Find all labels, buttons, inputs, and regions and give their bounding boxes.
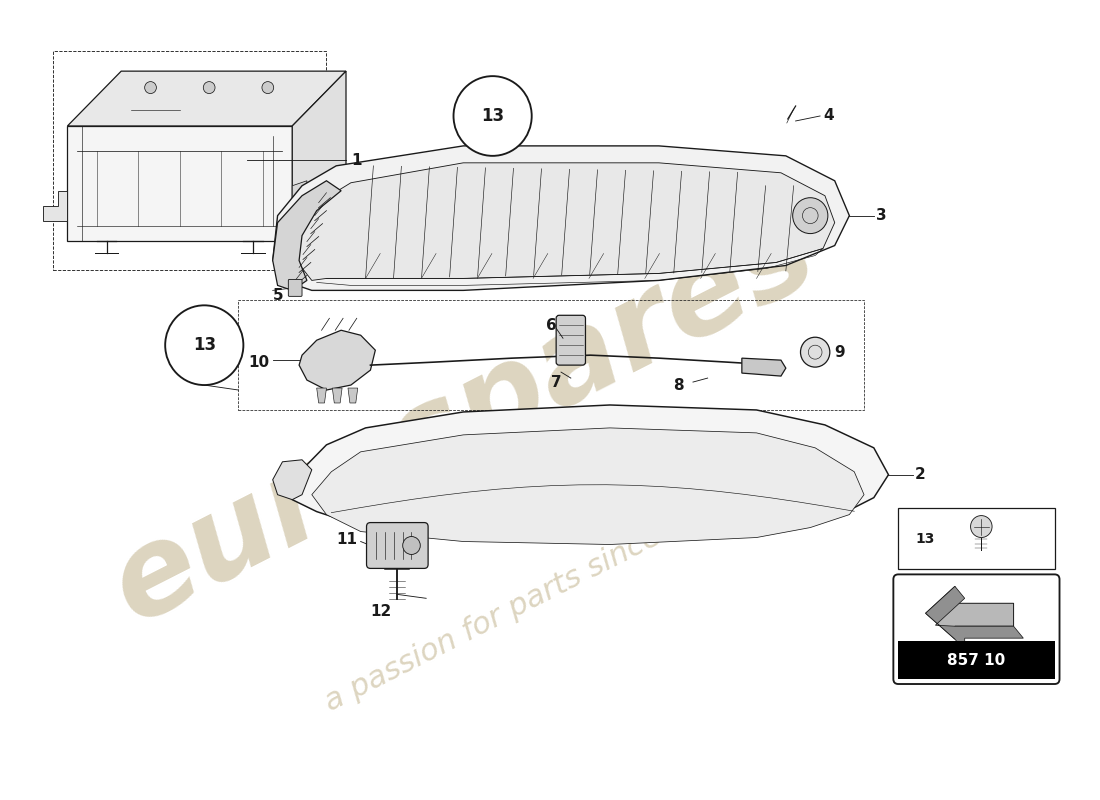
FancyBboxPatch shape (899, 641, 1055, 679)
Circle shape (403, 537, 420, 554)
Text: a passion for parts since 1985: a passion for parts since 1985 (320, 482, 744, 717)
Polygon shape (293, 163, 835, 281)
FancyBboxPatch shape (288, 279, 302, 296)
Polygon shape (273, 460, 311, 500)
Text: 6: 6 (547, 318, 557, 333)
Text: 3: 3 (876, 208, 887, 223)
Text: 1: 1 (351, 153, 362, 168)
Text: 2: 2 (915, 467, 925, 482)
Polygon shape (317, 388, 327, 403)
Text: 10: 10 (249, 354, 270, 370)
Circle shape (793, 198, 828, 234)
Text: 12: 12 (371, 604, 392, 618)
FancyBboxPatch shape (899, 508, 1055, 570)
Text: 7: 7 (551, 374, 562, 390)
Polygon shape (273, 146, 849, 290)
Polygon shape (741, 358, 785, 376)
Circle shape (970, 515, 992, 538)
FancyBboxPatch shape (893, 574, 1059, 684)
Circle shape (801, 338, 829, 367)
Text: 13: 13 (916, 531, 935, 546)
Polygon shape (332, 388, 342, 403)
Text: 11: 11 (337, 532, 358, 547)
Polygon shape (348, 388, 358, 403)
Polygon shape (273, 181, 341, 290)
Circle shape (262, 82, 274, 94)
Polygon shape (287, 405, 889, 539)
Text: 8: 8 (673, 378, 684, 393)
Polygon shape (293, 71, 346, 241)
Circle shape (145, 82, 156, 94)
Text: 857 10: 857 10 (947, 653, 1005, 667)
Polygon shape (293, 181, 307, 210)
Text: 13: 13 (192, 336, 216, 354)
Circle shape (453, 76, 531, 156)
Polygon shape (311, 428, 864, 545)
Text: 5: 5 (273, 288, 284, 303)
Circle shape (165, 306, 243, 385)
Polygon shape (925, 586, 1023, 651)
Text: 13: 13 (481, 107, 504, 125)
Text: eurospares: eurospares (92, 192, 834, 647)
Text: 9: 9 (835, 345, 845, 360)
Polygon shape (43, 190, 67, 221)
Polygon shape (299, 330, 375, 390)
FancyBboxPatch shape (366, 522, 428, 569)
Text: 4: 4 (823, 109, 834, 123)
FancyBboxPatch shape (557, 315, 585, 365)
Polygon shape (925, 586, 1013, 639)
Polygon shape (67, 71, 346, 126)
Polygon shape (67, 126, 293, 241)
Circle shape (204, 82, 214, 94)
